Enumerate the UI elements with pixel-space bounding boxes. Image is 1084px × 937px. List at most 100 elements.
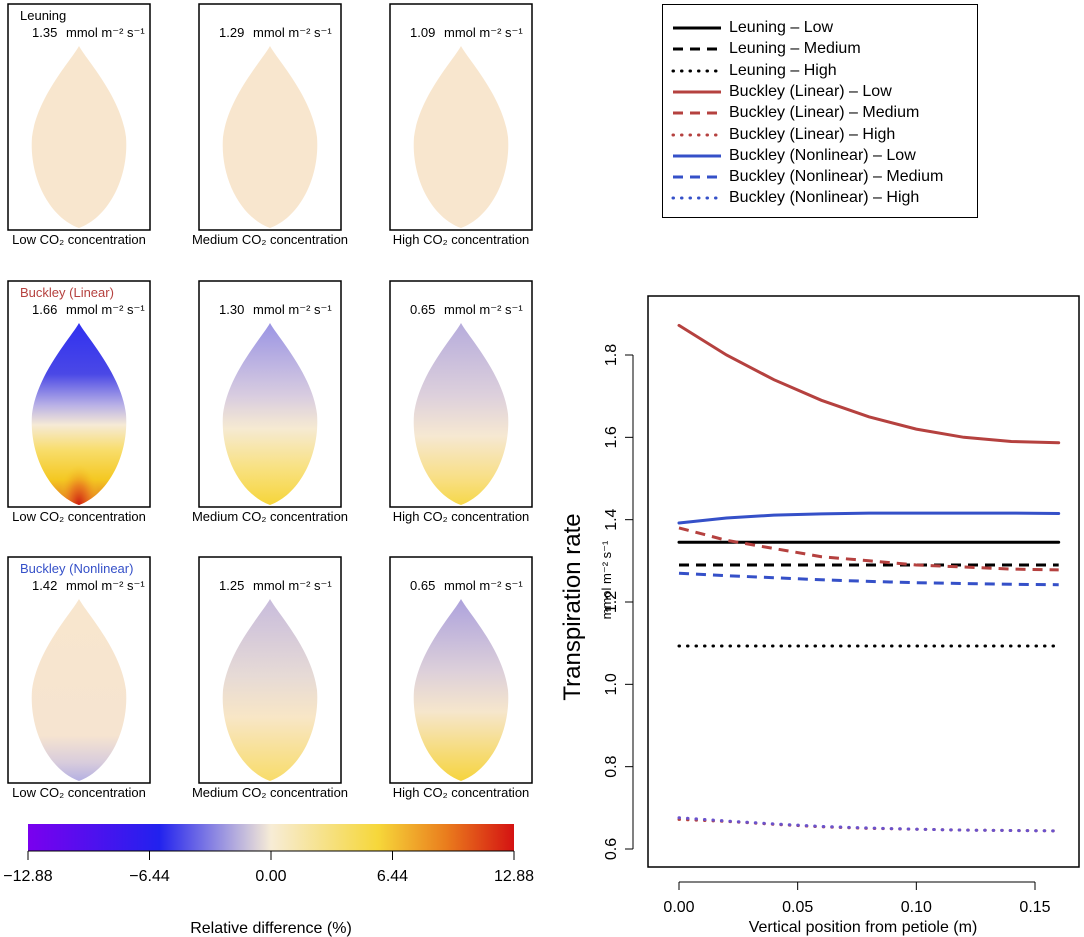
y-tick-label: 1.4: [603, 508, 620, 530]
colorbar-gradient: [28, 824, 514, 851]
leaf-panel-r2-c1: Buckley (Linear) 1.66 mmol m⁻² s⁻¹ Low CO₂ …: [7, 280, 151, 524]
leaf-panel-r2-c3: 0.65 mmol m⁻² s⁻¹ High CO₂ concentration: [389, 280, 533, 524]
colorbar-tick-label: 0.00: [255, 868, 286, 885]
panel-unit: mmol m⁻² s⁻¹: [253, 25, 332, 40]
legend-label: Buckley (Nonlinear) – High: [729, 189, 920, 207]
y-tick-label: 1.6: [603, 426, 620, 448]
panel-unit: mmol m⁻² s⁻¹: [66, 578, 145, 593]
legend-item: Buckley (Nonlinear) – Medium: [663, 166, 977, 188]
x-axis-title: Vertical position from petiole (m): [749, 919, 978, 936]
x-tick-label: 0.10: [901, 899, 932, 916]
legend-swatch: [671, 69, 723, 73]
legend-label: Buckley (Linear) – High: [729, 125, 896, 143]
legend-item: Buckley (Linear) – Medium: [663, 102, 977, 124]
leaf-shape: [413, 323, 509, 505]
leaf-panel-r3-c3: 0.65 mmol m⁻² s⁻¹ High CO₂ concentration: [389, 556, 533, 800]
panel-value: 1.35: [32, 25, 57, 40]
legend-swatch: [673, 47, 721, 51]
colorbar-tick-label: 12.88: [494, 868, 534, 885]
chart-legend: Leuning – Low Leuning – Medium Leuning – H…: [662, 4, 978, 218]
series-line: [677, 816, 1061, 833]
legend-swatch: [673, 26, 721, 30]
colorbar-tick-label: 6.44: [377, 868, 408, 885]
y-tick-label: 1.2: [603, 591, 620, 613]
y-axis-units: mmol m⁻² s⁻¹: [599, 540, 614, 619]
colorbar-title: Relative difference (%): [190, 920, 352, 937]
panel-unit: mmol m⁻² s⁻¹: [66, 302, 145, 317]
panel-caption: High CO₂ concentration: [393, 232, 530, 247]
panel-row-label: Buckley (Linear): [20, 285, 114, 300]
legend-label: Buckley (Nonlinear) – Low: [729, 146, 916, 164]
y-tick-label: 0.6: [603, 838, 620, 860]
leaf-panel-r2-c2: 1.30 mmol m⁻² s⁻¹ Medium CO₂ concentration: [192, 280, 348, 524]
leaf-hotspot: [31, 323, 127, 505]
panel-row-label: Buckley (Nonlinear): [20, 561, 133, 576]
legend-label: Leuning – Medium: [729, 40, 861, 58]
leaf-shape: [222, 599, 318, 781]
panel-caption: Low CO₂ concentration: [12, 509, 146, 524]
legend-label: Buckley (Linear) – Low: [729, 82, 892, 100]
legend-item: Leuning – Medium: [663, 38, 977, 60]
series-line: [678, 571, 1059, 587]
legend-item: Buckley (Linear) – Low: [663, 81, 977, 103]
legend-item: Buckley (Linear) – High: [663, 124, 977, 146]
leaf-shape: [31, 46, 127, 228]
panel-unit: mmol m⁻² s⁻¹: [253, 302, 332, 317]
colorbar-tick-label: −6.44: [129, 868, 170, 885]
leaf-panel-r3-c1: Buckley (Nonlinear) 1.42 mmol m⁻² s⁻¹ Low C…: [7, 556, 151, 800]
legend-label: Leuning – Low: [729, 19, 834, 36]
legend-label: Buckley (Linear) – Medium: [729, 104, 920, 122]
y-tick-label: 0.8: [603, 755, 620, 777]
y-tick-label: 1.0: [603, 673, 620, 695]
panel-value: 1.09: [410, 25, 435, 40]
leaf-shape: [413, 599, 509, 781]
legend-swatch: [673, 90, 721, 94]
legend-swatch: [673, 111, 721, 115]
legend-swatch: [671, 196, 723, 200]
leaf-shape: [31, 599, 127, 781]
panel-caption: High CO₂ concentration: [393, 785, 530, 800]
panel-caption: Low CO₂ concentration: [12, 232, 146, 247]
panel-value: 0.65: [410, 302, 435, 317]
panel-unit: mmol m⁻² s⁻¹: [253, 578, 332, 593]
x-tick-label: 0.05: [782, 899, 813, 916]
legend-swatch: [673, 154, 721, 158]
legend-swatch: [673, 175, 721, 179]
y-axis-title: Transpiration rate: [559, 513, 586, 700]
legend-label: Buckley (Nonlinear) – Medium: [729, 168, 944, 186]
panel-value: 0.65: [410, 578, 435, 593]
panel-unit: mmol m⁻² s⁻¹: [444, 302, 523, 317]
panel-unit: mmol m⁻² s⁻¹: [444, 25, 523, 40]
panel-unit: mmol m⁻² s⁻¹: [444, 578, 523, 593]
series-line: [678, 526, 1059, 572]
legend-item: Buckley (Nonlinear) – High: [663, 187, 977, 209]
panel-value: 1.30: [219, 302, 244, 317]
panel-value: 1.29: [219, 25, 244, 40]
legend-swatch: [671, 133, 723, 136]
panel-value: 1.42: [32, 578, 57, 593]
panel-unit: mmol m⁻² s⁻¹: [66, 25, 145, 40]
panel-caption: Medium CO₂ concentration: [192, 509, 348, 524]
panel-caption: Medium CO₂ concentration: [192, 232, 348, 247]
legend-item: Leuning – High: [663, 60, 977, 82]
leaf-shape: [222, 323, 318, 505]
panel-row-label: Leuning: [20, 8, 66, 23]
legend-label: Leuning – High: [729, 61, 837, 79]
x-tick-label: 0.15: [1019, 899, 1050, 916]
x-tick-label: 0.00: [663, 899, 694, 916]
series-line: [677, 323, 1061, 445]
leaf-panel-r1-c2: 1.29 mmol m⁻² s⁻¹ Medium CO₂ concentration: [192, 3, 348, 247]
series-line: [677, 511, 1061, 525]
panel-caption: High CO₂ concentration: [393, 509, 530, 524]
colorbar: −12.88 −6.44 0.00 6.44 12.88 Relative differe…: [3, 824, 534, 937]
leaf-shape: [413, 46, 509, 228]
leaf-panel-r1-c1: Leuning 1.35 mmol m⁻² s⁻¹ Low CO₂ concentra…: [7, 3, 151, 247]
leaf-panel-r3-c2: 1.25 mmol m⁻² s⁻¹ Medium CO₂ concentration: [192, 556, 348, 800]
panel-value: 1.66: [32, 302, 57, 317]
leaf-panels: Leuning 1.35 mmol m⁻² s⁻¹ Low CO₂ concentra…: [7, 3, 533, 800]
y-tick-label: 1.8: [603, 344, 620, 366]
colorbar-tick-label: −12.88: [3, 868, 52, 885]
panel-value: 1.25: [219, 578, 244, 593]
plot-frame: [647, 295, 1080, 868]
